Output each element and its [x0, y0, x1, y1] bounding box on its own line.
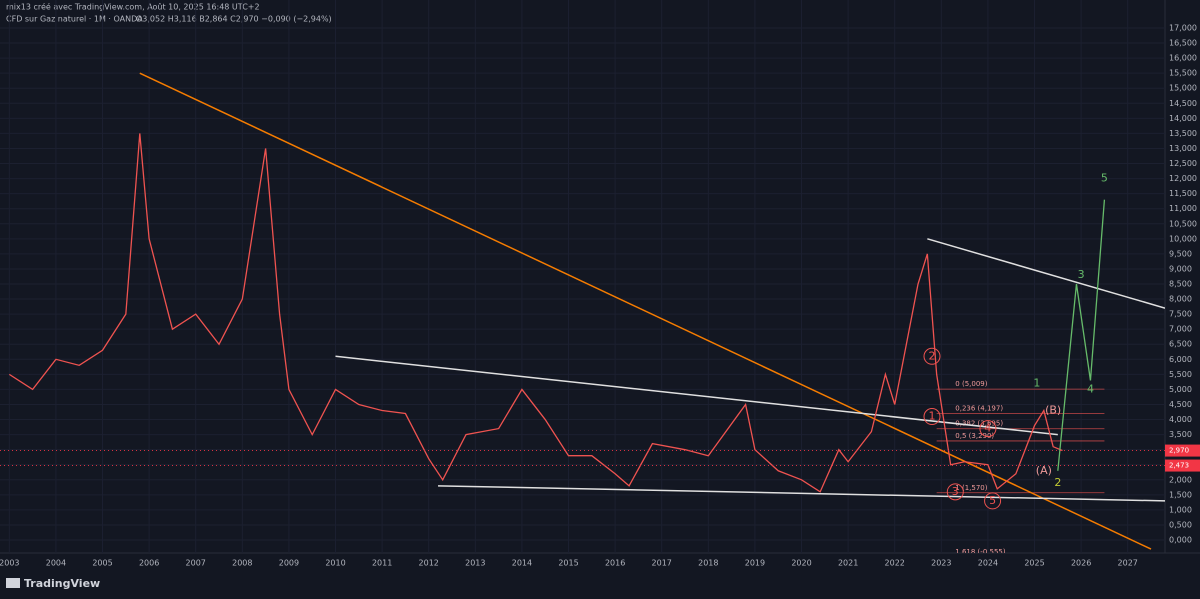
fib-label: 0,382 (3,695)	[955, 420, 1003, 428]
plot-area: 0 (5,009) 0,236 (4,197) 0,382 (3,695) 0,5 (…	[0, 0, 1165, 556]
y-tick-label: 0,500	[1169, 520, 1192, 529]
y-tick-label: 2,000	[1169, 475, 1192, 484]
wave-label: 2	[1054, 476, 1061, 489]
wave-label: 3	[952, 485, 959, 498]
wave-circle	[923, 347, 941, 365]
x-tick-label: 2004	[46, 559, 66, 568]
x-tick-label: 2006	[139, 559, 159, 568]
price-tag-label: 2,473	[1169, 462, 1189, 470]
wave-circle	[979, 420, 997, 438]
price-line	[1057, 199, 1106, 471]
x-tick-label: 2007	[186, 559, 206, 568]
y-tick-label: 1,000	[1169, 505, 1192, 514]
price-line	[8, 133, 1063, 493]
y-tick-label: 8,000	[1169, 295, 1192, 304]
wave-label: 3	[1078, 268, 1085, 281]
x-tick-label: 2003	[0, 559, 19, 568]
y-tick-label: 15,500	[1169, 69, 1197, 78]
trendline	[139, 72, 1152, 550]
wave-label: 2	[929, 349, 936, 362]
y-tick-label: 11,500	[1169, 189, 1197, 198]
y-tick-label: 11,000	[1169, 204, 1197, 213]
x-tick-label: 2026	[1071, 559, 1091, 568]
trendline	[438, 485, 1165, 502]
y-tick-label: 9,500	[1169, 249, 1192, 258]
x-tick-label: 2009	[279, 559, 299, 568]
y-tick-label: 7,000	[1169, 325, 1192, 334]
x-tick-label: 2025	[1024, 559, 1044, 568]
wave-label: (A)	[1036, 464, 1052, 477]
y-tick-label: 15,000	[1169, 84, 1197, 93]
y-tick-label: 6,000	[1169, 355, 1192, 364]
y-tick-label: 13,500	[1169, 129, 1197, 138]
y-tick-label: 8,500	[1169, 280, 1192, 289]
x-tick-label: 2019	[745, 559, 765, 568]
ohlc: O3,052 H3,116 B2,864 C2,970 −0,090 (−2,9…	[136, 15, 332, 24]
y-tick-label: 16,500	[1169, 39, 1197, 48]
x-tick-label: 2016	[605, 559, 625, 568]
x-tick-label: 2027	[1118, 559, 1138, 568]
fib-label: 0,5 (3,290)	[955, 432, 994, 440]
wave-label: 5	[989, 494, 996, 507]
x-tick-label: 2017	[652, 559, 672, 568]
y-tick-label: 10,500	[1169, 219, 1197, 228]
y-tick-label: 5,000	[1169, 385, 1192, 394]
y-tick-label: 14,500	[1169, 99, 1197, 108]
y-tick-label: 3,500	[1169, 430, 1192, 439]
x-tick-label: 2021	[838, 559, 858, 568]
x-tick-label: 2015	[558, 559, 578, 568]
y-tick-label: 9,000	[1169, 264, 1192, 273]
fib-label: 0 (5,009)	[955, 380, 987, 388]
y-tick-label: 4,500	[1169, 400, 1192, 409]
y-tick-label: 14,000	[1169, 114, 1197, 123]
price-tag-label: 2,970	[1169, 447, 1189, 455]
x-tick-label: 2020	[791, 559, 811, 568]
x-tick-label: 2014	[512, 559, 532, 568]
wave-label: 4	[984, 422, 991, 435]
fib-label: 1 (1,570)	[955, 484, 987, 492]
wave-label: 1	[929, 410, 936, 423]
fib-label: 0,236 (4,197)	[955, 405, 1003, 413]
symbol: CFD sur Gaz naturel · 1M · OANDA	[6, 15, 143, 24]
x-tick-label: 2011	[372, 559, 392, 568]
y-tick-label: 0,000	[1169, 536, 1192, 545]
y-tick-label: 17,000	[1169, 23, 1197, 32]
wave-circle	[946, 483, 964, 501]
logo-mark	[6, 578, 20, 588]
wave-circle	[984, 492, 1002, 510]
price-tag	[1165, 459, 1200, 472]
x-tick-label: 2008	[232, 559, 252, 568]
y-tick-label: 12,500	[1169, 159, 1197, 168]
price-tag	[1165, 444, 1200, 457]
x-tick-label: 2012	[419, 559, 439, 568]
wave-label: (B)	[1045, 404, 1061, 417]
y-tick-label: 16,000	[1169, 54, 1197, 63]
wave-label: 1	[1033, 376, 1040, 389]
x-tick-label: 2013	[465, 559, 485, 568]
wave-label: 4	[1087, 382, 1094, 395]
x-tick-label: 2018	[698, 559, 718, 568]
x-tick-label: 2024	[978, 559, 998, 568]
trendline	[927, 238, 1165, 309]
credit: mix13 créé avec TradingView.com, Août 10…	[6, 2, 260, 12]
y-tick-label: 5,500	[1169, 370, 1192, 379]
y-tick-label: 1,500	[1169, 490, 1192, 499]
x-tick-label: 2022	[885, 559, 905, 568]
x-tick-label: 2010	[325, 559, 345, 568]
logo-text: TradingView	[24, 577, 100, 590]
wave-label: 5	[1101, 172, 1108, 185]
trendline	[335, 355, 1058, 436]
y-tick-label: 12,000	[1169, 174, 1197, 183]
y-tick-label: 13,000	[1169, 144, 1197, 153]
wave-circle	[923, 408, 941, 426]
x-tick-label: 2005	[92, 559, 112, 568]
y-tick-label: 4,000	[1169, 415, 1192, 424]
fib-label: 1,618 (-0,555)	[955, 548, 1006, 556]
y-tick-label: 10,000	[1169, 234, 1197, 243]
logo: TradingView	[6, 577, 100, 590]
y-tick-label: 6,500	[1169, 340, 1192, 349]
y-tick-label: 7,500	[1169, 310, 1192, 319]
x-tick-label: 2023	[931, 559, 951, 568]
